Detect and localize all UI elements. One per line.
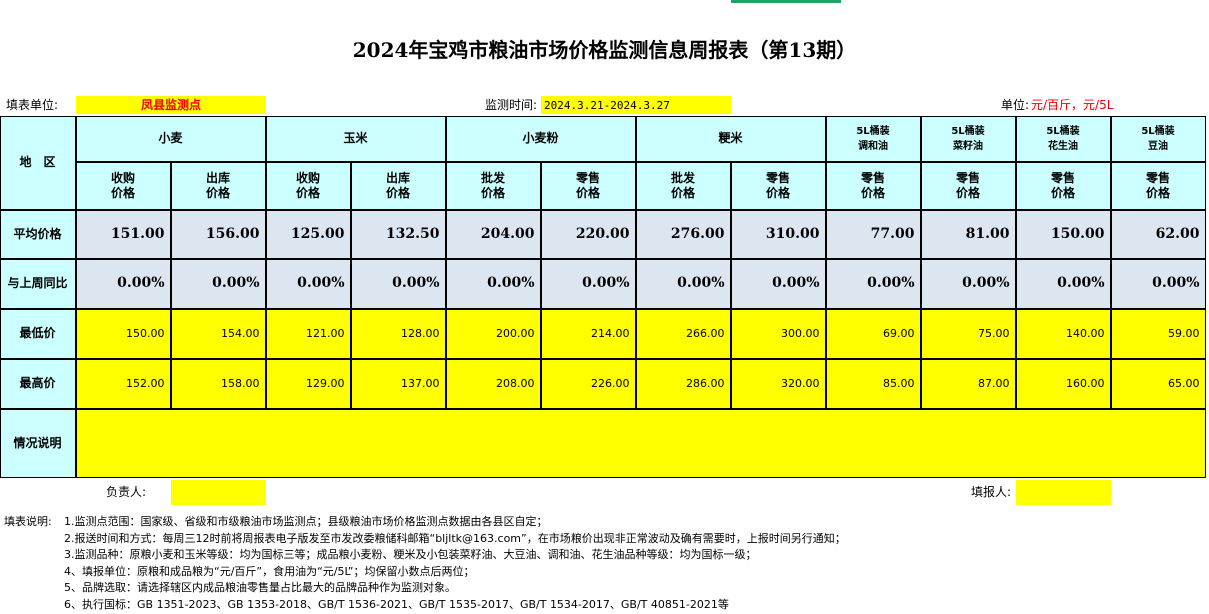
price-cell: 0.00% [540,258,636,309]
remarks-label: 情况说明 [0,408,76,478]
price-cell: 0.00% [445,258,541,309]
price-cell: 140.00 [1015,308,1111,359]
price-cell: 132.50 [350,209,446,259]
row-label: 与上周同比 [0,258,76,309]
group-header: 5L桶装 豆油 [1110,115,1206,162]
price-cell: 226.00 [540,358,636,409]
price-cell: 200.00 [445,308,541,359]
price-cell: 69.00 [825,308,921,359]
price-cell: 208.00 [445,358,541,409]
group-header: 5L桶装 调和油 [825,115,921,162]
note-item: 6、执行国标：GB 1351-2023、GB 1353-2018、GB/T 15… [64,597,729,611]
price-cell: 0.00% [75,258,171,309]
period-label: 监测时间: [484,97,537,112]
row-label: 最高价 [0,358,76,409]
responsible-label: 负责人: [105,485,146,499]
price-cell: 0.00% [170,258,266,309]
price-cell: 156.00 [170,209,266,259]
region-header: 地 区 [0,115,76,210]
price-cell: 204.00 [445,209,541,259]
responsible-value [171,480,266,505]
price-cell: 300.00 [730,308,826,359]
price-cell: 0.00% [265,258,351,309]
price-cell: 0.00% [730,258,826,309]
sub-header: 零售 价格 [1110,161,1206,210]
sub-header: 收购 价格 [75,161,171,210]
price-cell: 77.00 [825,209,921,259]
group-header: 5L桶装 花生油 [1015,115,1111,162]
price-cell: 151.00 [75,209,171,259]
reporter-value [1016,480,1111,505]
sub-header: 批发 价格 [635,161,731,210]
row-label: 最低价 [0,308,76,359]
group-header: 小麦粉 [445,115,636,162]
price-cell: 81.00 [920,209,1016,259]
price-cell: 121.00 [265,308,351,359]
note-item: 4、填报单位：原粮和成品粮为“元/百斤”，食用油为“元/5L”；均保留小数点后两… [64,564,475,578]
price-cell: 0.00% [825,258,921,309]
group-header: 粳米 [635,115,826,162]
price-cell: 0.00% [635,258,731,309]
price-cell: 0.00% [1110,258,1206,309]
note-item: 5、品牌选取：请选择辖区内成品粮油零售量占比最大的品牌品种作为监测对象。 [64,581,456,594]
sub-header: 批发 价格 [445,161,541,210]
group-header: 小麦 [75,115,266,162]
reporter-label: 填报人: [970,485,1011,499]
price-cell: 65.00 [1110,358,1206,409]
price-cell: 320.00 [730,358,826,409]
sub-header: 零售 价格 [730,161,826,210]
price-cell: 85.00 [825,358,921,409]
price-cell: 276.00 [635,209,731,259]
price-cell: 266.00 [635,308,731,359]
price-cell: 129.00 [265,358,351,409]
group-header: 5L桶装 菜籽油 [920,115,1016,162]
price-cell: 150.00 [1015,209,1111,259]
sub-header: 零售 价格 [920,161,1016,210]
unit-label: 填表单位: [6,97,59,112]
sub-header: 零售 价格 [825,161,921,210]
remarks-content [75,408,1206,478]
price-cell: 150.00 [75,308,171,359]
sub-header: 零售 价格 [540,161,636,210]
price-cell: 160.00 [1015,358,1111,409]
sub-header: 收购 价格 [265,161,351,210]
price-cell: 286.00 [635,358,731,409]
price-cell: 220.00 [540,209,636,259]
price-cell: 0.00% [1015,258,1111,309]
price-cell: 0.00% [920,258,1016,309]
measure-label: 单位: [1000,97,1029,112]
price-cell: 158.00 [170,358,266,409]
price-cell: 137.00 [350,358,446,409]
price-cell: 310.00 [730,209,826,259]
sub-header: 出库 价格 [170,161,266,210]
sub-header: 零售 价格 [1015,161,1111,210]
price-cell: 214.00 [540,308,636,359]
price-cell: 128.00 [350,308,446,359]
row-label: 平均价格 [0,209,76,259]
note-item: 3.监测品种：原粮小麦和玉米等级：均为国标三等；成品粮小麦粉、粳米及小包装菜籽油… [64,548,757,561]
note-item: 2.报送时间和方式：每周三12时前将周报表电子版发至市发改委粮储科邮箱“bljl… [64,531,846,545]
price-cell: 75.00 [920,308,1016,359]
note-item: 1.监测点范围：国家级、省级和市级粮油市场监测点；县级粮油市场价格监测点数据由各… [64,515,548,528]
group-header: 玉米 [265,115,446,162]
price-cell: 154.00 [170,308,266,359]
period-value: 2024.3.21-2024.3.27 [541,96,731,114]
price-cell: 0.00% [350,258,446,309]
measure-value: 元/百斤，元/5L [1031,97,1114,112]
unit-value: 凤县监测点 [76,96,266,114]
price-cell: 152.00 [75,358,171,409]
price-cell: 59.00 [1110,308,1206,359]
price-cell: 62.00 [1110,209,1206,259]
price-cell: 87.00 [920,358,1016,409]
sub-header: 出库 价格 [350,161,446,210]
title: 2024年宝鸡市粮油市场价格监测信息周报表（第13期） [352,37,857,62]
tab-indicator [731,0,841,3]
notes-label: 填表说明: [4,515,52,528]
price-cell: 125.00 [265,209,351,259]
